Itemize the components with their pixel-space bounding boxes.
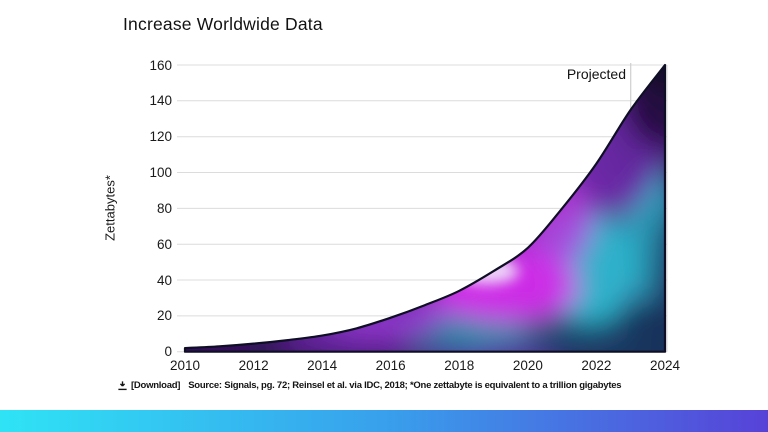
chart-footer: [Download] Source: Signals, pg. 72; Rein… <box>117 378 622 392</box>
x-tick-label: 2020 <box>512 358 543 373</box>
y-tick-label: 60 <box>156 236 172 252</box>
y-tick-label: 0 <box>164 344 172 360</box>
x-tick-label: 2012 <box>238 358 269 373</box>
download-link[interactable]: [Download] <box>117 380 180 391</box>
x-tick-label: 2018 <box>444 358 475 373</box>
gridlines <box>177 64 667 353</box>
aurora-area-fill <box>185 65 665 352</box>
x-tick-label: 2016 <box>375 358 406 373</box>
x-tick-label: 2010 <box>169 358 201 373</box>
source-text: Source: Signals, pg. 72; Reinsel et al. … <box>188 379 622 391</box>
download-label: [Download] <box>131 379 181 391</box>
projected-annotation: Projected <box>566 66 626 82</box>
y-tick-label: 100 <box>149 165 172 180</box>
y-tick-label: 120 <box>149 129 172 145</box>
x-tick-label: 2014 <box>307 358 338 373</box>
y-tick-label: 80 <box>156 200 172 216</box>
bottom-gradient-bar <box>0 410 768 432</box>
y-tick-label: 40 <box>156 272 172 288</box>
x-tick-label: 2024 <box>649 358 681 373</box>
chart-title: Increase Worldwide Data <box>123 14 323 34</box>
x-tick-label: 2022 <box>581 358 612 373</box>
y-tick-label: 140 <box>149 93 172 109</box>
y-tick-label: 20 <box>156 308 172 324</box>
y-tick-label: 160 <box>149 57 172 73</box>
download-icon <box>118 380 127 390</box>
area-outline <box>183 63 667 353</box>
